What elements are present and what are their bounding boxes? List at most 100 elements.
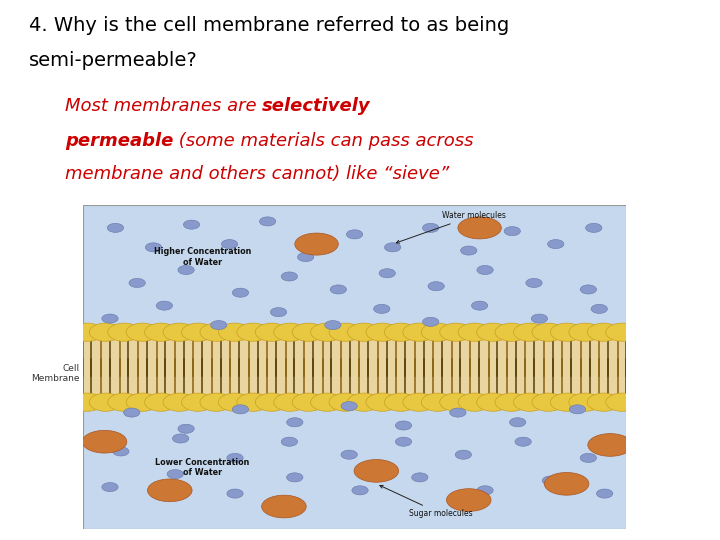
- Ellipse shape: [515, 437, 531, 446]
- Ellipse shape: [163, 323, 196, 341]
- Ellipse shape: [477, 393, 509, 411]
- Ellipse shape: [531, 314, 548, 323]
- Ellipse shape: [341, 402, 357, 410]
- Ellipse shape: [210, 321, 227, 329]
- Ellipse shape: [585, 224, 602, 232]
- Ellipse shape: [237, 393, 269, 411]
- Ellipse shape: [200, 323, 233, 341]
- Ellipse shape: [412, 473, 428, 482]
- Ellipse shape: [292, 393, 325, 411]
- Text: Sugar molecules: Sugar molecules: [380, 485, 472, 518]
- Ellipse shape: [233, 405, 248, 414]
- Ellipse shape: [89, 393, 122, 411]
- Ellipse shape: [458, 217, 501, 239]
- Ellipse shape: [237, 323, 269, 341]
- Ellipse shape: [374, 305, 390, 313]
- Ellipse shape: [403, 323, 436, 341]
- Ellipse shape: [569, 323, 601, 341]
- Ellipse shape: [126, 393, 159, 411]
- Text: (some materials can pass across: (some materials can pass across: [174, 132, 474, 150]
- Ellipse shape: [366, 323, 399, 341]
- Ellipse shape: [477, 323, 509, 341]
- Ellipse shape: [395, 421, 412, 430]
- Ellipse shape: [330, 285, 346, 294]
- Ellipse shape: [384, 393, 417, 411]
- Ellipse shape: [570, 405, 585, 414]
- Ellipse shape: [259, 217, 276, 226]
- Ellipse shape: [395, 437, 412, 446]
- Ellipse shape: [178, 424, 194, 433]
- Ellipse shape: [588, 323, 620, 341]
- Ellipse shape: [550, 393, 583, 411]
- Ellipse shape: [458, 393, 491, 411]
- Ellipse shape: [510, 418, 526, 427]
- Ellipse shape: [440, 393, 472, 411]
- Ellipse shape: [472, 301, 487, 310]
- Ellipse shape: [504, 227, 521, 235]
- Ellipse shape: [513, 393, 546, 411]
- Ellipse shape: [329, 323, 361, 341]
- Ellipse shape: [222, 240, 238, 248]
- Ellipse shape: [348, 323, 380, 341]
- Ellipse shape: [346, 230, 363, 239]
- Text: Water molecules: Water molecules: [396, 211, 505, 243]
- Ellipse shape: [297, 253, 314, 261]
- Ellipse shape: [532, 323, 564, 341]
- Ellipse shape: [440, 323, 472, 341]
- Ellipse shape: [148, 479, 192, 502]
- Ellipse shape: [606, 393, 639, 411]
- Text: Most membranes are: Most membranes are: [65, 97, 262, 115]
- Text: membrane and others cannot) like “sieve”: membrane and others cannot) like “sieve”: [65, 165, 449, 183]
- Ellipse shape: [458, 323, 491, 341]
- Ellipse shape: [423, 224, 439, 232]
- Ellipse shape: [181, 393, 214, 411]
- Ellipse shape: [446, 489, 491, 511]
- Ellipse shape: [287, 418, 303, 427]
- Ellipse shape: [227, 454, 243, 462]
- Ellipse shape: [384, 323, 417, 341]
- Ellipse shape: [173, 434, 189, 443]
- Text: Higher Concentration
of Water: Higher Concentration of Water: [153, 247, 251, 267]
- Ellipse shape: [163, 393, 196, 411]
- Ellipse shape: [588, 393, 620, 411]
- Ellipse shape: [310, 323, 343, 341]
- Ellipse shape: [580, 285, 596, 294]
- Ellipse shape: [544, 472, 589, 495]
- Ellipse shape: [292, 323, 325, 341]
- Ellipse shape: [107, 224, 124, 232]
- Ellipse shape: [200, 393, 233, 411]
- Ellipse shape: [71, 393, 104, 411]
- Ellipse shape: [348, 393, 380, 411]
- Text: permeable: permeable: [65, 132, 174, 150]
- Ellipse shape: [102, 314, 118, 323]
- Ellipse shape: [477, 266, 493, 274]
- Ellipse shape: [145, 393, 177, 411]
- Ellipse shape: [477, 486, 493, 495]
- Ellipse shape: [366, 393, 399, 411]
- Ellipse shape: [384, 243, 401, 252]
- Ellipse shape: [167, 470, 184, 478]
- Ellipse shape: [274, 393, 306, 411]
- Ellipse shape: [184, 220, 199, 229]
- Ellipse shape: [108, 393, 140, 411]
- Ellipse shape: [145, 323, 177, 341]
- Ellipse shape: [591, 305, 608, 313]
- Ellipse shape: [495, 323, 528, 341]
- Ellipse shape: [532, 393, 564, 411]
- Ellipse shape: [379, 269, 395, 278]
- Ellipse shape: [294, 233, 338, 255]
- Ellipse shape: [329, 393, 361, 411]
- Ellipse shape: [287, 473, 303, 482]
- Ellipse shape: [455, 450, 472, 459]
- Ellipse shape: [233, 288, 248, 297]
- Ellipse shape: [129, 279, 145, 287]
- Ellipse shape: [310, 393, 343, 411]
- Ellipse shape: [423, 318, 439, 326]
- Ellipse shape: [261, 495, 306, 518]
- Ellipse shape: [580, 454, 596, 462]
- Ellipse shape: [421, 393, 454, 411]
- Ellipse shape: [542, 476, 559, 485]
- Ellipse shape: [145, 243, 161, 252]
- Ellipse shape: [270, 308, 287, 316]
- Ellipse shape: [181, 323, 214, 341]
